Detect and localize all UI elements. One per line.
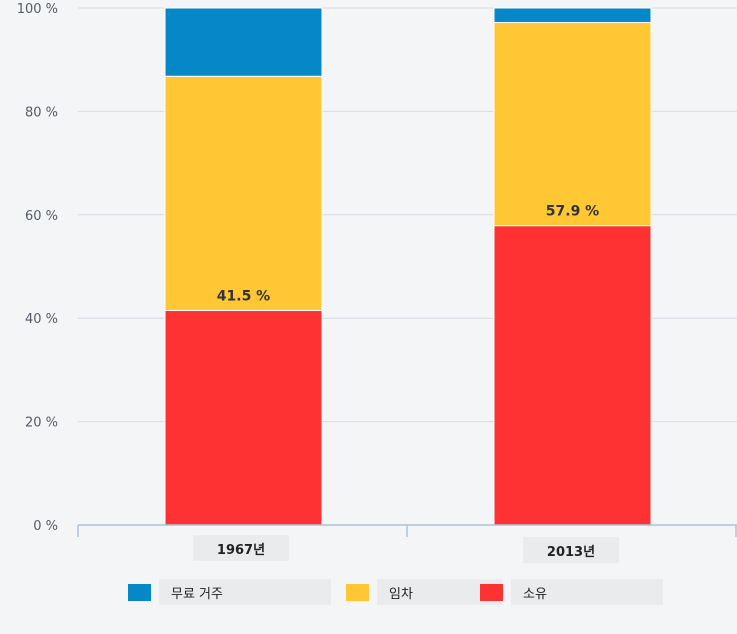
legend: 무료 거주 임차 소유 [128, 578, 663, 606]
legend-item-rent[interactable]: 임차 [346, 578, 502, 606]
legend-swatch-own [480, 583, 503, 601]
y-tick-label: 60 % [25, 209, 58, 224]
legend-swatch-rent [346, 583, 369, 601]
category-label-2013: 2013년 [523, 537, 619, 563]
bar-segment [164, 7, 323, 77]
legend-item-free-residence[interactable]: 무료 거주 [128, 578, 331, 606]
y-tick-label: 20 % [25, 416, 58, 431]
y-tick-label: 80 % [25, 105, 58, 120]
data-label: 41.5 % [217, 288, 270, 304]
legend-swatch-free-residence [128, 583, 151, 601]
legend-label-own: 소유 [511, 579, 663, 605]
bar-segment [493, 225, 652, 526]
bar-segment [493, 21, 652, 227]
category-label-1967: 1967년 [193, 535, 289, 561]
y-tick-label: 0 % [33, 519, 58, 534]
legend-item-own[interactable]: 소유 [480, 578, 663, 606]
bar-segment [164, 309, 323, 526]
data-label: 57.9 % [546, 204, 599, 220]
bar-segment [164, 75, 323, 311]
legend-label-free-residence: 무료 거주 [159, 579, 331, 605]
y-tick-label: 40 % [25, 312, 58, 327]
y-tick-label: 100 % [17, 2, 58, 17]
bar-segment [493, 7, 652, 23]
